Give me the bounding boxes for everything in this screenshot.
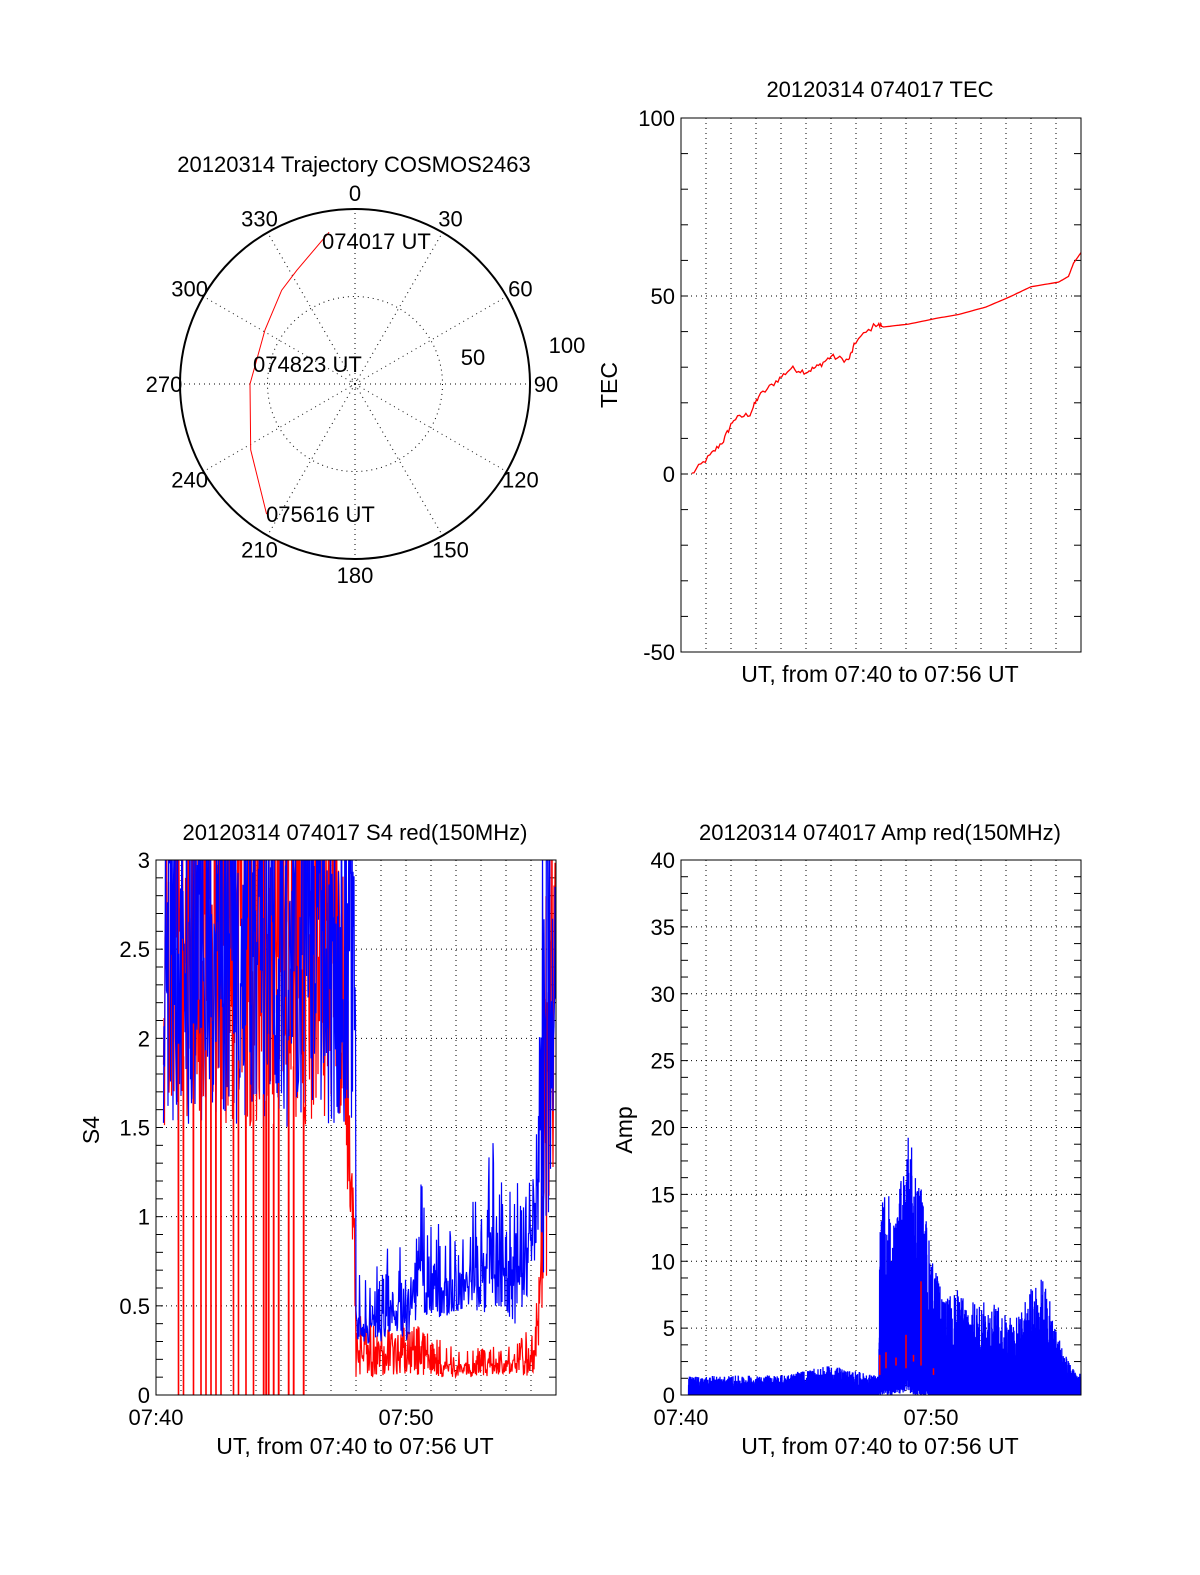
y-tick-label: 5: [663, 1316, 675, 1341]
amp-title: 20120314 074017 Amp red(150MHz): [699, 820, 1061, 845]
annotation-mid-time: 074823 UT: [253, 352, 362, 377]
tec-series-line: [691, 252, 1081, 474]
tec-plot: 20120314 074017 TEC 100 50 0 -50 TEC UT, fr…: [596, 77, 1082, 687]
trajectory-line: [249, 231, 330, 515]
s4-blue-series-line: [162, 860, 556, 1344]
polar-title: 20120314 Trajectory COSMOS2463: [177, 152, 530, 177]
azimuth-spoke: [203, 296, 356, 385]
tec-ylabel: TEC: [596, 362, 622, 408]
azimuth-spoke: [354, 296, 507, 385]
amp-ylabel: Amp: [611, 1106, 637, 1153]
y-tick-label: 2.5: [119, 937, 150, 962]
tec-axes: 100 50 0 -50: [638, 106, 1081, 665]
x-tick-label: 07:40: [653, 1405, 708, 1430]
tec-frame: [680, 117, 1082, 653]
azimuth-label: 300: [171, 277, 208, 302]
y-tick-label: 40: [651, 848, 675, 873]
azimuth-spoke: [203, 383, 356, 472]
azimuth-labels: 0 30 60 90 120 150 180 210 240 270 300 330: [146, 181, 559, 588]
y-tick-label: 1: [138, 1205, 150, 1230]
azimuth-spoke: [267, 383, 356, 536]
azimuth-label: 240: [171, 468, 208, 493]
radial-label-100: 100: [549, 333, 586, 358]
y-tick-label: 10: [651, 1249, 675, 1274]
y-tick-label: 0: [663, 1383, 675, 1408]
annotation-start-time: 074017 UT: [322, 229, 431, 254]
tec-title: 20120314 074017 TEC: [766, 77, 993, 102]
y-tick-label: 0.5: [119, 1294, 150, 1319]
inner-ring: [267, 296, 443, 472]
center-ring: [350, 379, 360, 389]
azimuth-spoke: [354, 383, 507, 472]
y-tick-label: 1.5: [119, 1116, 150, 1141]
azimuth-label: 270: [146, 372, 183, 397]
x-tick-label: 07:50: [378, 1405, 433, 1430]
azimuth-spoke: [267, 232, 356, 385]
y-tick-label: 25: [651, 1049, 675, 1074]
azimuth-label: 330: [241, 207, 278, 232]
x-tick-label: 07:50: [903, 1405, 958, 1430]
y-tick-label: 15: [651, 1182, 675, 1207]
s4-data: [162, 860, 556, 1395]
x-tick-label: 07:40: [128, 1405, 183, 1430]
amp-frame: [680, 859, 1082, 1396]
azimuth-label: 0: [349, 181, 361, 206]
y-tick-label: 35: [651, 915, 675, 940]
azimuth-spoke: [354, 383, 443, 536]
azimuth-spoke: [354, 232, 443, 385]
y-tick-label: 50: [651, 284, 675, 309]
azimuth-label: 30: [438, 207, 462, 232]
amp-plot: 20120314 074017 Amp red(150MHz) 40 35 30 25…: [611, 820, 1082, 1459]
tec-xlabel: UT, from 07:40 to 07:56 UT: [741, 661, 1018, 687]
azimuth-label: 120: [502, 468, 539, 493]
amp-xlabel: UT, from 07:40 to 07:56 UT: [741, 1433, 1018, 1459]
y-tick-label: 0: [138, 1383, 150, 1408]
amp-blue-series-line: [687, 1137, 1081, 1395]
azimuth-label: 60: [508, 277, 532, 302]
radial-label-50: 50: [461, 345, 485, 370]
y-tick-label: 20: [651, 1116, 675, 1141]
tec-data: [691, 252, 1081, 474]
azimuth-label: 150: [432, 537, 469, 562]
azimuth-label: 210: [241, 537, 278, 562]
outer-ring: [179, 208, 531, 560]
y-tick-label: 2: [138, 1026, 150, 1051]
s4-ylabel: S4: [78, 1116, 104, 1144]
s4-xlabel: UT, from 07:40 to 07:56 UT: [216, 1433, 493, 1459]
y-tick-label: -50: [643, 640, 675, 665]
annotation-end-time: 075616 UT: [266, 502, 375, 527]
y-tick-label: 3: [138, 848, 150, 873]
s4-frame: [155, 859, 557, 1396]
polar-trajectory-plot: 20120314 Trajectory COSMOS2463 0 30 60 90 12…: [146, 152, 586, 588]
azimuth-label: 90: [534, 372, 558, 397]
azimuth-label: 180: [337, 563, 374, 588]
y-tick-label: 100: [638, 106, 675, 131]
s4-plot: 20120314 074017 S4 red(150MHz) 3 2.5 2 1.5 1…: [78, 820, 557, 1459]
polar-grid: [179, 208, 531, 560]
amp-data: [687, 1137, 1081, 1395]
s4-title: 20120314 074017 S4 red(150MHz): [183, 820, 528, 845]
y-tick-label: 0: [663, 462, 675, 487]
y-tick-label: 30: [651, 982, 675, 1007]
